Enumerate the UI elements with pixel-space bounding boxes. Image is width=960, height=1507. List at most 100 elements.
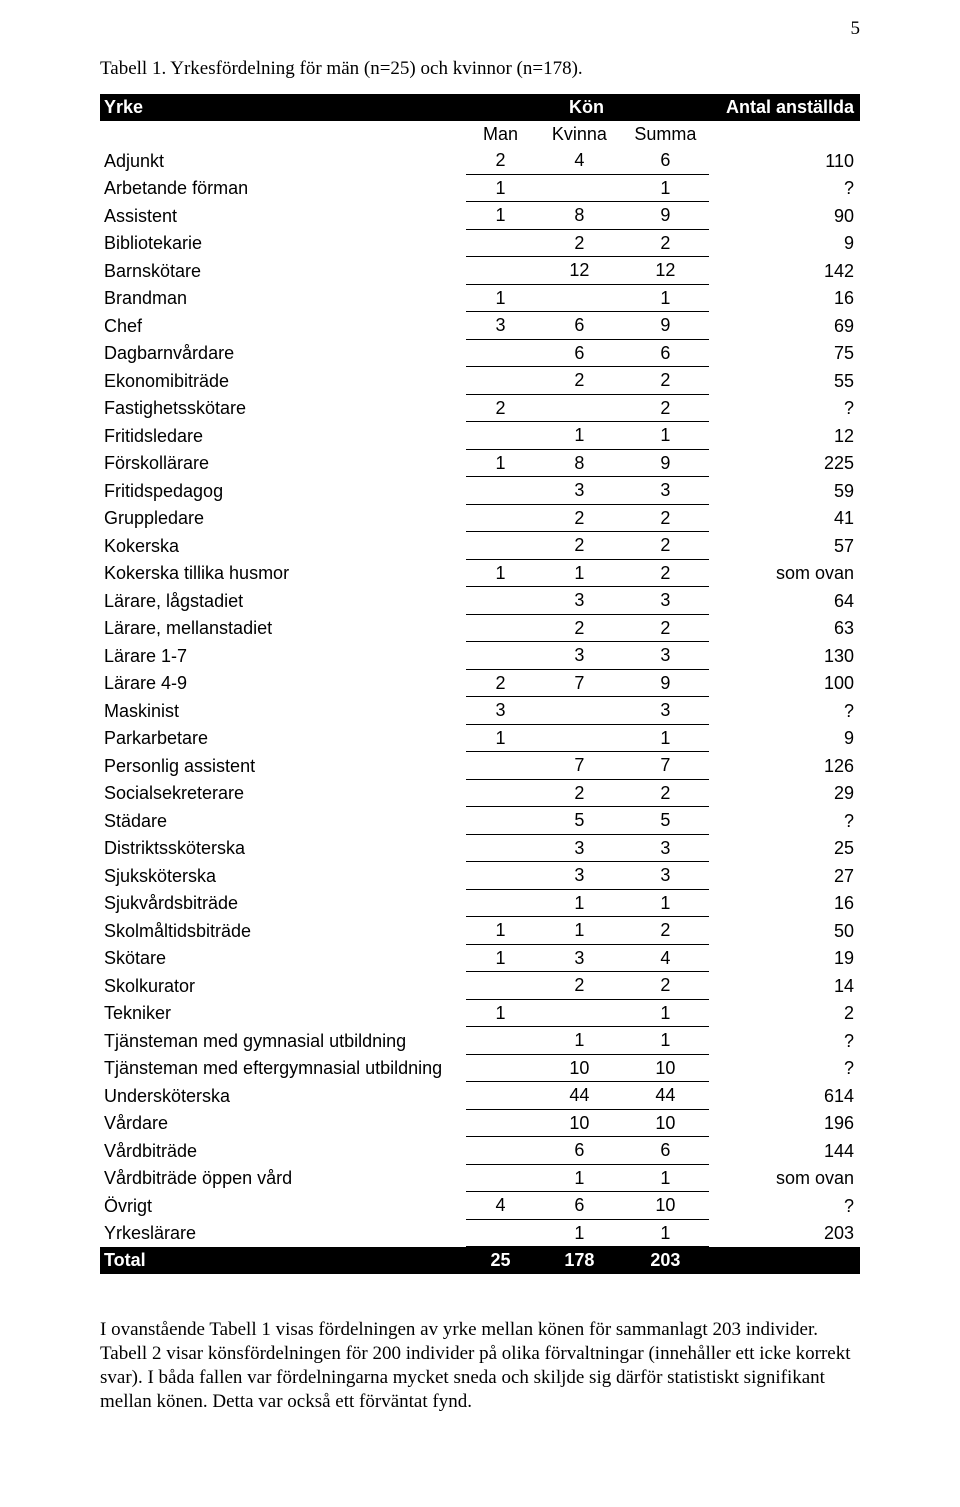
cell-man bbox=[466, 1219, 538, 1247]
cell-antal: 126 bbox=[709, 752, 860, 780]
table-row: Vårdbiträde66144 bbox=[100, 1137, 860, 1165]
body-paragraph: I ovanstående Tabell 1 visas fördelninge… bbox=[100, 1318, 860, 1415]
table-row: Övrigt4610? bbox=[100, 1192, 860, 1220]
cell-total-summa: 203 bbox=[623, 1247, 709, 1274]
table-header-row-1: Yrke Kön Antal anställda bbox=[100, 94, 860, 121]
cell-antal: 9 bbox=[709, 724, 860, 752]
subhead-empty bbox=[100, 121, 466, 148]
cell-kvinna: 2 bbox=[537, 367, 623, 395]
cell-antal: 16 bbox=[709, 889, 860, 917]
cell-kvinna: 10 bbox=[537, 1054, 623, 1082]
cell-antal: 100 bbox=[709, 669, 860, 697]
cell-kvinna: 1 bbox=[537, 1027, 623, 1055]
cell-antal: 203 bbox=[709, 1219, 860, 1247]
cell-kvinna bbox=[537, 999, 623, 1027]
cell-antal: 16 bbox=[709, 284, 860, 312]
cell-summa: 1 bbox=[623, 1219, 709, 1247]
cell-kvinna: 1 bbox=[537, 559, 623, 587]
cell-kvinna bbox=[537, 284, 623, 312]
table-total-row: Total25178203 bbox=[100, 1247, 860, 1274]
cell-antal: ? bbox=[709, 1192, 860, 1220]
cell-man: 1 bbox=[466, 202, 538, 230]
cell-yrke: Ekonomibiträde bbox=[100, 367, 466, 395]
cell-summa: 1 bbox=[623, 422, 709, 450]
cell-man bbox=[466, 1082, 538, 1110]
table-row: Lärare, mellanstadiet2263 bbox=[100, 614, 860, 642]
table-row: Fastighetsskötare22? bbox=[100, 394, 860, 422]
cell-yrke: Tekniker bbox=[100, 999, 466, 1027]
subhead-kvinna: Kvinna bbox=[537, 121, 623, 148]
cell-man: 2 bbox=[466, 147, 538, 174]
cell-summa: 1 bbox=[623, 1164, 709, 1192]
cell-kvinna bbox=[537, 174, 623, 202]
cell-summa: 9 bbox=[623, 312, 709, 340]
table-row: Lärare 1-733130 bbox=[100, 642, 860, 670]
cell-man bbox=[466, 477, 538, 505]
cell-kvinna: 2 bbox=[537, 532, 623, 560]
cell-summa: 1 bbox=[623, 284, 709, 312]
cell-man bbox=[466, 367, 538, 395]
cell-kvinna: 4 bbox=[537, 147, 623, 174]
cell-antal: 41 bbox=[709, 504, 860, 532]
cell-antal: 75 bbox=[709, 339, 860, 367]
cell-antal: 55 bbox=[709, 367, 860, 395]
cell-man: 3 bbox=[466, 312, 538, 340]
table-row: Städare55? bbox=[100, 807, 860, 835]
cell-kvinna: 8 bbox=[537, 202, 623, 230]
cell-antal: ? bbox=[709, 394, 860, 422]
cell-kvinna: 2 bbox=[537, 504, 623, 532]
cell-man: 4 bbox=[466, 1192, 538, 1220]
cell-kvinna: 6 bbox=[537, 339, 623, 367]
cell-antal: ? bbox=[709, 174, 860, 202]
table-row: Lärare, lågstadiet3364 bbox=[100, 587, 860, 615]
cell-summa: 1 bbox=[623, 999, 709, 1027]
cell-yrke: Fastighetsskötare bbox=[100, 394, 466, 422]
table-row: Personlig assistent77126 bbox=[100, 752, 860, 780]
cell-summa: 2 bbox=[623, 972, 709, 1000]
cell-antal: ? bbox=[709, 1054, 860, 1082]
table-row: Adjunkt246110 bbox=[100, 147, 860, 174]
cell-antal: ? bbox=[709, 807, 860, 835]
cell-antal: 64 bbox=[709, 587, 860, 615]
table-caption: Tabell 1. Yrkesfördelning för män (n=25)… bbox=[100, 58, 860, 80]
cell-yrke: Tjänsteman med eftergymnasial utbildning bbox=[100, 1054, 466, 1082]
table-row: Sjuksköterska3327 bbox=[100, 862, 860, 890]
cell-summa: 2 bbox=[623, 229, 709, 257]
table-row: Dagbarnvårdare6675 bbox=[100, 339, 860, 367]
cell-kvinna: 3 bbox=[537, 587, 623, 615]
cell-yrke: Vårdbiträde öppen vård bbox=[100, 1164, 466, 1192]
table-row: Arbetande förman11? bbox=[100, 174, 860, 202]
cell-man: 2 bbox=[466, 669, 538, 697]
cell-kvinna bbox=[537, 394, 623, 422]
cell-summa: 7 bbox=[623, 752, 709, 780]
cell-yrke: Skolkurator bbox=[100, 972, 466, 1000]
cell-kvinna: 5 bbox=[537, 807, 623, 835]
cell-summa: 6 bbox=[623, 147, 709, 174]
table-row: Bibliotekarie229 bbox=[100, 229, 860, 257]
cell-kvinna: 44 bbox=[537, 1082, 623, 1110]
col-antal: Antal anställda bbox=[709, 94, 860, 121]
cell-antal: 225 bbox=[709, 449, 860, 477]
cell-antal: 25 bbox=[709, 834, 860, 862]
cell-summa: 1 bbox=[623, 889, 709, 917]
cell-kvinna bbox=[537, 724, 623, 752]
cell-man: 1 bbox=[466, 284, 538, 312]
table-row: Skolkurator2214 bbox=[100, 972, 860, 1000]
cell-yrke: Yrkeslärare bbox=[100, 1219, 466, 1247]
cell-kvinna: 8 bbox=[537, 449, 623, 477]
cell-yrke: Assistent bbox=[100, 202, 466, 230]
subhead-summa: Summa bbox=[623, 121, 709, 148]
table-row: Undersköterska4444614 bbox=[100, 1082, 860, 1110]
cell-man bbox=[466, 752, 538, 780]
cell-summa: 2 bbox=[623, 614, 709, 642]
cell-yrke: Kokerska bbox=[100, 532, 466, 560]
cell-yrke: Tjänsteman med gymnasial utbildning bbox=[100, 1027, 466, 1055]
cell-man bbox=[466, 834, 538, 862]
cell-kvinna: 7 bbox=[537, 669, 623, 697]
cell-summa: 44 bbox=[623, 1082, 709, 1110]
cell-man bbox=[466, 1109, 538, 1137]
cell-total-kvinna: 178 bbox=[537, 1247, 623, 1274]
cell-antal: 19 bbox=[709, 944, 860, 972]
cell-yrke: Vårdare bbox=[100, 1109, 466, 1137]
cell-yrke: Lärare, mellanstadiet bbox=[100, 614, 466, 642]
